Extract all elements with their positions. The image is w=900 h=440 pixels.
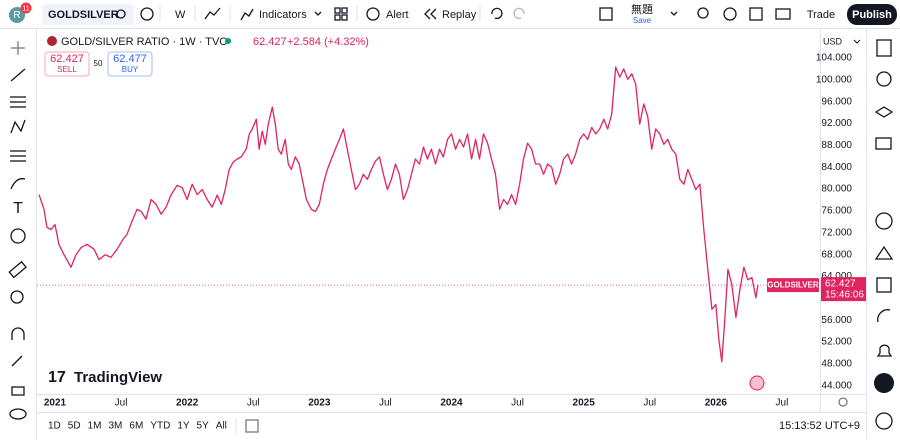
- publish-button[interactable]: [847, 4, 897, 25]
- buy-price: 62.477: [113, 53, 147, 65]
- y-tick-label: 44.000: [821, 380, 852, 391]
- y-tick-label: 56.000: [821, 315, 852, 326]
- event-marker[interactable]: [749, 375, 765, 391]
- y-tick-label: 52.000: [821, 337, 852, 348]
- compare-button[interactable]: [140, 7, 154, 21]
- fullscreen[interactable]: [749, 7, 763, 21]
- x-tick-label: 2023: [308, 398, 331, 409]
- y-tick-label: 100.000: [816, 74, 853, 85]
- buy-label: BUY: [122, 65, 139, 74]
- range-button[interactable]: 1Y: [177, 421, 190, 432]
- symbol-tag-label: GOLDSILVER: [767, 281, 819, 290]
- alert-button[interactable]: Alert: [386, 9, 409, 21]
- x-tick-label: 2026: [705, 398, 728, 409]
- sell-price: 62.427: [50, 53, 84, 65]
- interval[interactable]: W: [175, 9, 186, 21]
- badge-count: 11: [22, 5, 29, 12]
- x-tick-label: 2024: [440, 398, 463, 409]
- countdown: 15:46:06: [825, 289, 864, 300]
- sell-button[interactable]: [44, 51, 90, 77]
- layout-checkbox[interactable]: [599, 7, 613, 21]
- quick-search[interactable]: [697, 7, 709, 19]
- y-tick-label: 48.000: [821, 359, 852, 370]
- badge: [20, 2, 32, 14]
- x-tick-label: Jul: [115, 398, 128, 409]
- trade-button[interactable]: Trade: [807, 9, 835, 21]
- range-button[interactable]: All: [216, 421, 227, 432]
- clock: 15:13:52 UTC+9: [779, 420, 860, 432]
- range-button[interactable]: 3M: [109, 421, 123, 432]
- y-tick-label: 96.000: [821, 96, 852, 107]
- x-tick-label: Jul: [643, 398, 656, 409]
- y-tick-label: 72.000: [821, 227, 852, 238]
- publish-label: Publish: [852, 9, 892, 21]
- y-tick-label: 64.000: [821, 271, 852, 282]
- indicators-button[interactable]: Indicators: [259, 9, 307, 21]
- x-tick-label: Jul: [379, 398, 392, 409]
- market-status: [225, 38, 231, 44]
- range-button[interactable]: 5D: [68, 421, 81, 432]
- currency[interactable]: USD: [823, 36, 843, 46]
- sell-label: SELL: [57, 65, 77, 74]
- range-bar: 1D 5D 1M 3M 6M YTD 1Y 5Y All: [48, 421, 227, 432]
- symbol-search[interactable]: [42, 4, 134, 25]
- symbol: GOLDSILVER: [48, 9, 119, 21]
- text-tool-icon: T: [13, 200, 23, 217]
- spread: 50: [94, 59, 103, 68]
- y-tick-label: 84.000: [821, 162, 852, 173]
- x-tick-label: 2025: [573, 398, 596, 409]
- logo-mark: 17: [48, 369, 66, 386]
- x-tick-label: Jul: [776, 398, 789, 409]
- y-tick-label: 104.000: [816, 53, 853, 64]
- range-button[interactable]: 5Y: [197, 421, 210, 432]
- settings[interactable]: [723, 7, 737, 21]
- x-tick-label: 2021: [44, 398, 67, 409]
- screenshot[interactable]: [775, 8, 791, 20]
- y-tick-label: 80.000: [821, 184, 852, 195]
- buy-button[interactable]: [107, 51, 153, 77]
- left-toolbar: T: [8, 29, 37, 440]
- range-button[interactable]: 1M: [88, 421, 102, 432]
- price-tag-label: 62.427: [825, 278, 856, 289]
- symbol-tag: [767, 278, 819, 293]
- price-line: [38, 66, 759, 363]
- avatar[interactable]: [9, 7, 25, 23]
- range-button[interactable]: 1D: [48, 421, 61, 432]
- logo: TradingView: [74, 369, 162, 386]
- price-change: +2.584 (+4.32%): [287, 36, 369, 48]
- replay-button[interactable]: Replay: [442, 9, 477, 21]
- x-tick-label: Jul: [511, 398, 524, 409]
- y-tick-label: 76.000: [821, 206, 852, 217]
- chart-type[interactable]: [204, 7, 221, 20]
- plot-area: [37, 66, 820, 363]
- last-price: 62.427: [253, 36, 287, 48]
- avatar-letter: R: [13, 10, 20, 21]
- range-button[interactable]: 6M: [129, 421, 143, 432]
- y-tick-label: 68.000: [821, 249, 852, 260]
- save-label[interactable]: Save: [633, 16, 652, 25]
- x-tick-label: 2022: [176, 398, 199, 409]
- x-tick-label: Jul: [247, 398, 260, 409]
- y-tick-label: 88.000: [821, 140, 852, 151]
- y-tick-label: 92.000: [821, 118, 852, 129]
- price-tag: [821, 277, 866, 302]
- range-button[interactable]: YTD: [150, 421, 170, 432]
- layout-name[interactable]: 無題: [631, 2, 653, 16]
- chart-title: GOLD/SILVER RATIO · 1W · TVC: [61, 36, 227, 48]
- right-toolbar: [866, 29, 894, 440]
- flag-icon: [47, 36, 57, 46]
